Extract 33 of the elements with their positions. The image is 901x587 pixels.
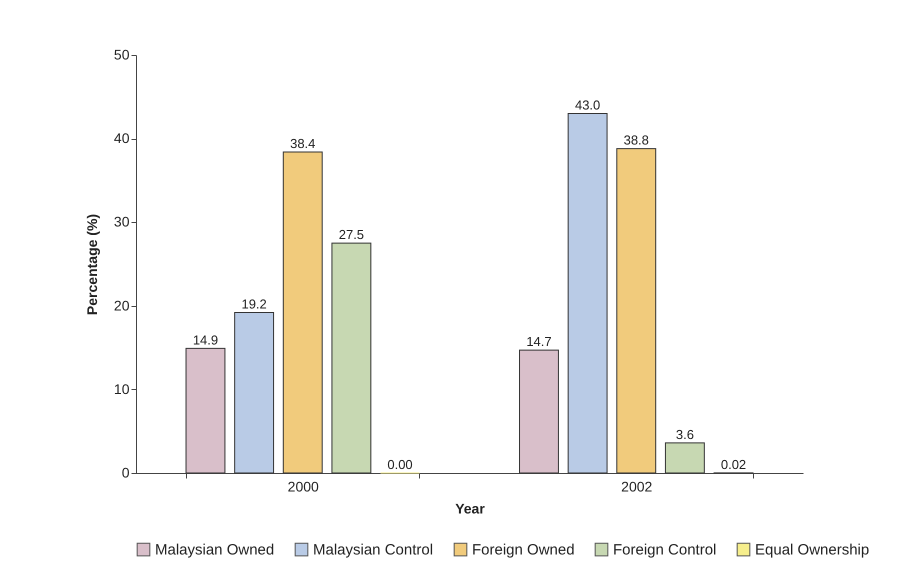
x-tick-label: 2000 — [288, 478, 320, 494]
legend-label: Foreign Owned — [472, 542, 575, 559]
bar — [519, 350, 559, 474]
y-tick-label: 50 — [114, 46, 130, 62]
data-label: 14.7 — [526, 334, 552, 350]
data-label: 38.4 — [290, 136, 316, 151]
legend-label: Foreign Control — [613, 542, 716, 559]
data-label: 3.6 — [676, 426, 694, 442]
bar — [616, 148, 656, 474]
data-label: 0.02 — [720, 456, 746, 472]
bar — [568, 113, 608, 474]
y-tick-label: 0 — [122, 464, 130, 480]
x-tick-label: 2002 — [621, 478, 653, 494]
data-label: 0.00 — [387, 457, 413, 472]
bar — [331, 242, 372, 474]
bar — [234, 312, 274, 474]
y-tick-label: 30 — [114, 214, 130, 230]
legend-label: Malaysian Owned — [155, 542, 274, 559]
x-axis-title: Year — [455, 500, 486, 516]
data-label: 14.9 — [192, 332, 218, 348]
data-label: 19.2 — [241, 296, 267, 312]
data-label: 43.0 — [574, 98, 600, 113]
data-label: 38.8 — [624, 132, 649, 148]
y-tick-label: 10 — [114, 380, 130, 397]
bar — [186, 348, 226, 474]
bar — [664, 442, 705, 474]
y-axis-title: Percentage (%) — [84, 214, 100, 316]
data-label: 27.5 — [338, 227, 364, 242]
y-tick-label: 40 — [114, 130, 130, 146]
bar — [282, 151, 323, 474]
y-tick-label: 20 — [114, 297, 130, 314]
legend-label: Equal Ownership — [755, 542, 870, 559]
legend-label: Malaysian Control — [313, 542, 434, 559]
